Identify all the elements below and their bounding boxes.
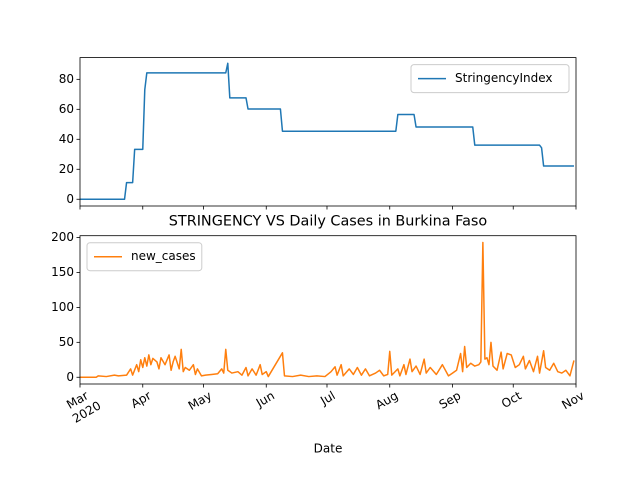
y-tick-label: 40: [59, 132, 74, 146]
x-tick-label: Apr: [128, 388, 153, 411]
y-tick-label: 0: [66, 370, 74, 384]
axes-frame: [79, 235, 577, 385]
axes-frame: [79, 57, 577, 207]
legend-box: [410, 64, 570, 94]
y-tick-label: 80: [59, 72, 74, 86]
x-tick-label: Sep: [437, 388, 464, 411]
data-line: [80, 241, 575, 379]
y-tick-label: 20: [59, 162, 74, 176]
x-tick-label: Jun: [253, 388, 277, 410]
x-tick-label: Oct: [499, 388, 524, 411]
x-tick-label: May: [186, 388, 214, 413]
y-tick-label: 150: [51, 265, 74, 279]
chart-title: STRINGENCY VS Daily Cases in Burkina Fas…: [169, 214, 488, 230]
y-tick-label: 200: [51, 230, 74, 244]
legend-label: StringencyIndex: [455, 71, 553, 85]
y-tick-label: 100: [51, 300, 74, 314]
data-line: [80, 62, 574, 200]
x-axis-label: Date: [314, 442, 343, 456]
x-tick-label: Aug: [373, 388, 400, 412]
x-tick-label: Jul: [317, 388, 337, 408]
y-tick-label: 60: [59, 102, 74, 116]
x-tick-label: Nov: [559, 388, 586, 412]
y-tick-label: 0: [66, 192, 74, 206]
legend-box: [86, 242, 203, 272]
y-tick-label: 50: [59, 335, 74, 349]
legend-label: new_cases: [131, 249, 196, 263]
